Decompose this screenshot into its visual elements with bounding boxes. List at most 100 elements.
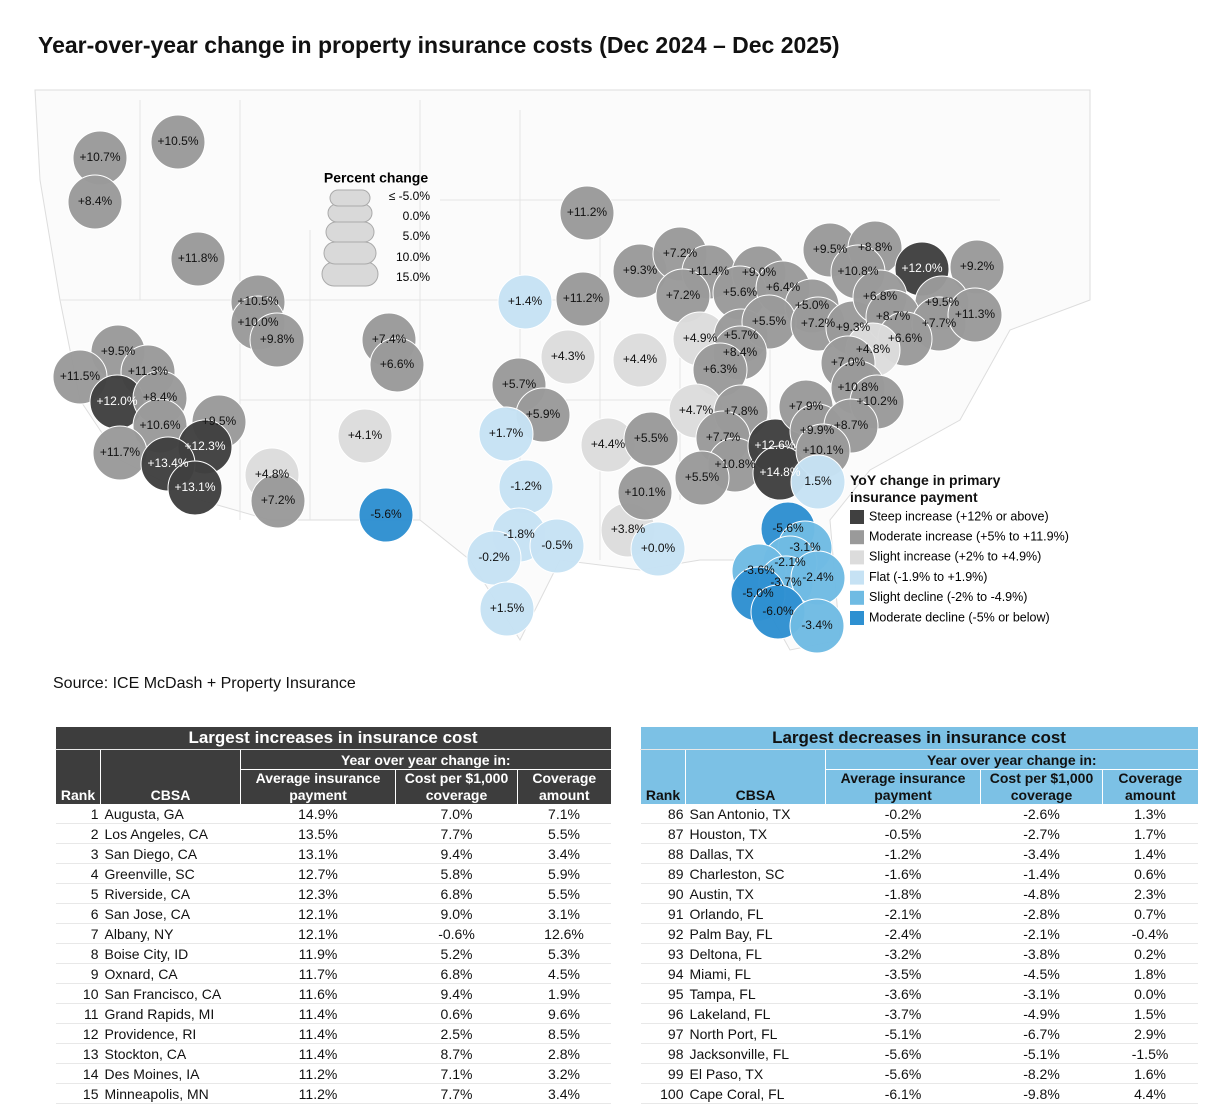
- table-cell: 12.1%: [240, 923, 396, 944]
- column-header: Average insurance payment: [240, 769, 396, 804]
- table-cell: 7.1%: [395, 1063, 518, 1084]
- table-title: Largest increases in insurance cost: [55, 727, 611, 750]
- bubble-label: -6.0%: [762, 604, 794, 618]
- legend-title: YoY change in primary insurance payment: [850, 472, 1001, 505]
- size-legend-label: ≤ -5.0%: [389, 189, 431, 203]
- table-row: 98 Jacksonville, FL -5.6% -5.1% -1.5%: [640, 1043, 1198, 1064]
- table-cell: -1.8%: [825, 883, 981, 904]
- table-cell: -6.1%: [825, 1083, 981, 1104]
- table-cell: 13.5%: [240, 823, 396, 844]
- bubble-label: +11.2%: [563, 291, 603, 305]
- bubble-label: +7.2%: [261, 493, 296, 507]
- table-cell: 9.6%: [517, 1003, 611, 1024]
- table-cell: 91: [640, 903, 686, 924]
- bubble-label: +7.2%: [663, 246, 698, 260]
- table-cell: -2.4%: [825, 923, 981, 944]
- table-cell: 92: [640, 923, 686, 944]
- table-cell: -0.5%: [825, 823, 981, 844]
- bubble-label: +13.1%: [174, 480, 215, 494]
- table-cell: 6.8%: [395, 963, 518, 984]
- table-cell: 90: [640, 883, 686, 904]
- bubble-label: +1.4%: [508, 294, 543, 308]
- table-cell: Greenville, SC: [100, 863, 241, 884]
- bubble-label: +9.0%: [742, 265, 777, 279]
- bubble-label: +14.8%: [759, 465, 800, 479]
- table-row: 88 Dallas, TX -1.2% -3.4% 1.4%: [640, 843, 1198, 864]
- table-cell: Riverside, CA: [100, 883, 241, 904]
- table-cell: 1.3%: [1102, 804, 1198, 824]
- bubble-label: +4.4%: [591, 437, 626, 451]
- table-row: 9 Oxnard, CA 11.7% 6.8% 4.5%: [55, 963, 611, 984]
- bubble: [170, 231, 226, 287]
- table-cell: 1.6%: [1102, 1063, 1198, 1084]
- table-cell: 1.8%: [1102, 963, 1198, 984]
- table-row: 7 Albany, NY 12.1% -0.6% 12.6%: [55, 923, 611, 944]
- table-cell: 15: [55, 1083, 101, 1104]
- table-cell: 8.5%: [517, 1023, 611, 1044]
- bubble-label: +10.2%: [856, 394, 897, 408]
- table-cell: 86: [640, 804, 686, 824]
- size-oval: [327, 203, 373, 223]
- table-cell: 94: [640, 963, 686, 984]
- table-cell: 0.7%: [1102, 903, 1198, 924]
- bubble-label: +6.8%: [863, 289, 898, 303]
- bubble-label: +7.9%: [789, 399, 824, 413]
- bubble-label: +9.3%: [836, 320, 871, 334]
- bubble: [555, 271, 611, 327]
- table-cell: North Port, FL: [685, 1023, 826, 1044]
- size-legend-label: 5.0%: [403, 229, 431, 243]
- bubble-label: +4.7%: [679, 403, 714, 417]
- bubble-label: +1.7%: [489, 426, 524, 440]
- table: Largest decreases in insurance cost Rank C…: [640, 727, 1198, 1104]
- table-cell: -0.4%: [1102, 923, 1198, 944]
- table-cell: 96: [640, 1003, 686, 1024]
- legend-label: Slight decline (-2% to -4.9%): [869, 590, 1027, 604]
- bubble: [630, 521, 686, 577]
- legend-swatch: [850, 510, 864, 524]
- bubble-label: +13.4%: [147, 456, 188, 470]
- bubble: [623, 411, 679, 467]
- bubble-label: +8.7%: [876, 309, 911, 323]
- bubble-label: +5.6%: [723, 285, 758, 299]
- table-row: 93 Deltona, FL -3.2% -3.8% 0.2%: [640, 943, 1198, 964]
- table-cell: San Jose, CA: [100, 903, 241, 924]
- size-oval: [321, 261, 379, 287]
- table-cell: 12.3%: [240, 883, 396, 904]
- table-cell: 13: [55, 1043, 101, 1064]
- table-cell: 1.9%: [517, 983, 611, 1004]
- bubble-label: +10.8%: [837, 264, 878, 278]
- bubble-label: -5.0%: [742, 586, 774, 600]
- table-row: 12 Providence, RI 11.4% 2.5% 8.5%: [55, 1023, 611, 1044]
- table-cell: 0.6%: [1102, 863, 1198, 884]
- bubble-label: +11.3%: [955, 307, 995, 321]
- table-cell: 13.1%: [240, 843, 396, 864]
- table-cell: 3.1%: [517, 903, 611, 924]
- column-header: Rank: [55, 749, 101, 804]
- table-cell: 95: [640, 983, 686, 1004]
- table-row: 10 San Francisco, CA 11.6% 9.4% 1.9%: [55, 983, 611, 1004]
- table-cell: -5.1%: [980, 1043, 1103, 1064]
- table-cell: -2.1%: [825, 903, 981, 924]
- table-cell: 12.1%: [240, 903, 396, 924]
- table-cell: -1.2%: [825, 843, 981, 864]
- table-cell: 9.4%: [395, 983, 518, 1004]
- bubble-label: +11.2%: [567, 205, 607, 219]
- legend-swatch: [850, 590, 864, 605]
- table-cell: 5.8%: [395, 863, 518, 884]
- table-row: 2 Los Angeles, CA 13.5% 7.7% 5.5%: [55, 823, 611, 844]
- bubble: [559, 185, 615, 241]
- table-cell: 3.4%: [517, 1083, 611, 1104]
- bubble-label: +7.7%: [922, 316, 957, 330]
- table-cell: 6.8%: [395, 883, 518, 904]
- bubble-label: +11.4%: [689, 264, 729, 278]
- table-cell: San Antonio, TX: [685, 804, 826, 824]
- table-cell: -3.8%: [980, 943, 1103, 964]
- column-header: CBSA: [100, 749, 241, 804]
- table-cell: 0.0%: [1102, 983, 1198, 1004]
- table-cell: 88: [640, 843, 686, 864]
- table-cell: 12.7%: [240, 863, 396, 884]
- table-cell: 7.7%: [395, 823, 518, 844]
- table-cell: -1.6%: [825, 863, 981, 884]
- bubble-label: +11.5%: [60, 369, 100, 383]
